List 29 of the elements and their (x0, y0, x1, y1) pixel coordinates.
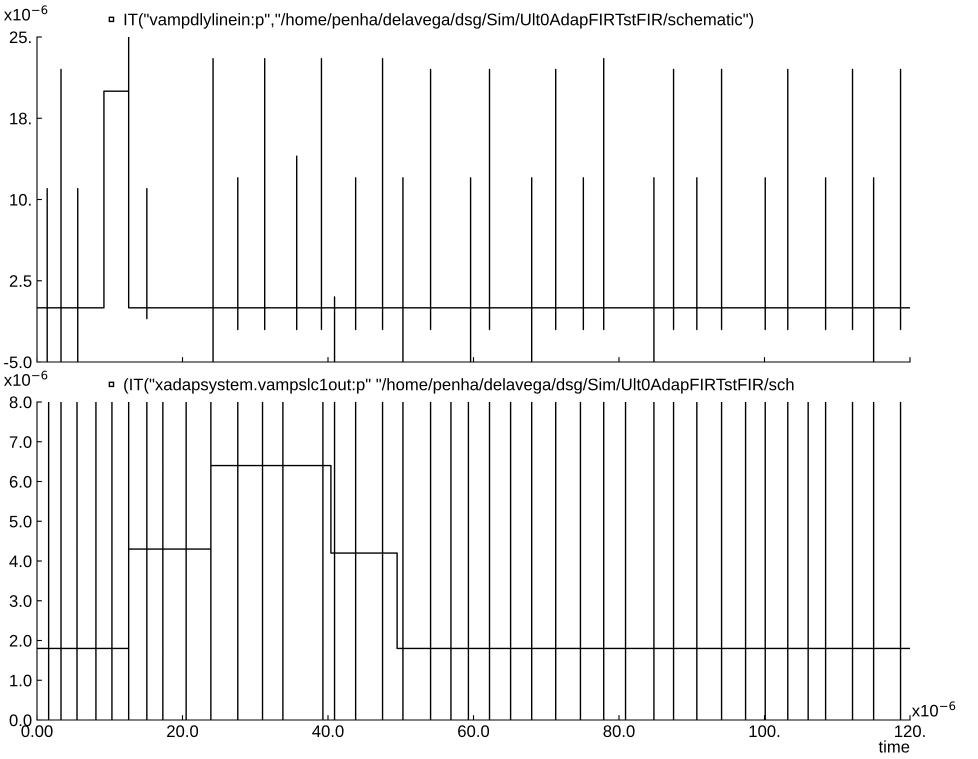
y-tick-label: 10. (10, 194, 31, 206)
text: x10$^{−6}$ (912, 701, 956, 717)
line-series (37, 37, 910, 362)
y-tick-label: 25. (10, 31, 31, 44)
y-tick-label: 2.0 (10, 634, 32, 647)
x-tick-label: 20.0 (167, 725, 198, 738)
y-tick-label: -5.0 (4, 356, 32, 368)
y-tick-label: 1.0 (10, 674, 32, 686)
y-tick-label: 4.0 (9, 555, 32, 568)
text: x10$^{−6}$ (4, 370, 48, 386)
y-tick-label: 2.5 (10, 275, 32, 287)
y-tick-label: 18. (10, 112, 31, 124)
y-tick-label: 8.0 (10, 396, 32, 408)
x-tick-label: 120. (895, 725, 925, 738)
x-tick-label: 0.00 (21, 725, 53, 738)
x-tick-label: 60.0 (458, 725, 490, 738)
y-tick-label: 3.0 (10, 595, 32, 607)
y-tick-label: 6.0 (10, 476, 32, 488)
y-tick-label: 0.0 (10, 714, 32, 726)
y-tick-label: 7.0 (10, 436, 32, 448)
x-axis-title: time (878, 740, 910, 753)
x-tick-label: 80.0 (604, 725, 635, 738)
x-tick-label: 40.0 (312, 725, 344, 738)
line-series (37, 402, 910, 720)
legend-label: (IT("xadapsystem.vampslc1out:p" "/home/penha/delavega/dsg/Sim/Ult0AdapFIRTstFIR/sch (124, 378, 794, 394)
text: x10$^{−6}$ (4, 5, 48, 21)
x-tick-label: 100. (750, 725, 780, 738)
y-tick-label: 5.0 (10, 516, 32, 528)
legend-label: IT("vampdlylinein:p","/home/penha/delavega/dsg/Sim/Ult0AdapFIRTstFIR/schematic") (124, 13, 754, 29)
